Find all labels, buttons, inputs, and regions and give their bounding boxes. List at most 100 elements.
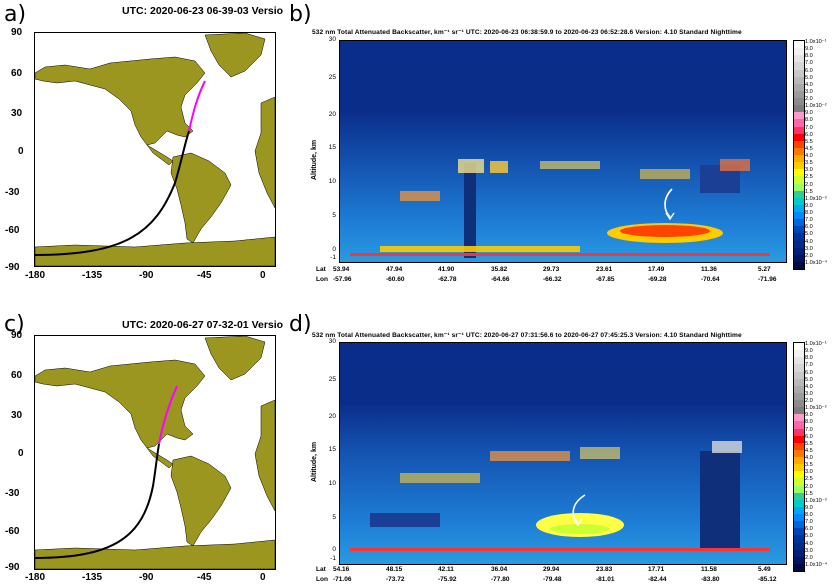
panel-letter-d: d) xyxy=(289,312,312,337)
colorbar-swatch xyxy=(794,514,804,522)
colorbar-label: 2.5 xyxy=(805,476,813,483)
colorbar-swatch xyxy=(794,219,804,227)
curtain-d-lon: -82.44 xyxy=(648,576,667,583)
colorbar-swatch xyxy=(794,350,804,358)
colorbar-swatch xyxy=(794,371,804,379)
colorbar-label: 4.0 xyxy=(805,153,813,159)
colorbar-swatch xyxy=(794,364,804,372)
colorbar-swatch xyxy=(794,478,804,486)
colorbar-label: 3.0 xyxy=(805,245,813,252)
colorbar-swatch xyxy=(794,385,804,393)
europe-africa-landmass xyxy=(254,96,275,209)
greenland-landmass xyxy=(204,33,266,78)
colorbar-swatch xyxy=(794,261,804,269)
curtain-b-ytick: 10 xyxy=(328,178,336,185)
colorbar-swatch xyxy=(794,378,804,386)
colorbar-label: 4.5 xyxy=(805,447,813,454)
curtain-title-b: 532 nm Total Attenuated Backscatter, km⁻… xyxy=(312,29,742,36)
north-america-landmass xyxy=(35,359,206,449)
colorbar-label: 3.0 xyxy=(805,469,813,476)
colorbar-label: 4.5 xyxy=(805,145,813,152)
colorbar-b xyxy=(793,40,805,270)
curtain-d-lon: -77.80 xyxy=(491,576,510,583)
map-c-xtick-0: 0 xyxy=(260,572,266,583)
colorbar-swatch xyxy=(794,414,804,422)
map-c-ytick-0: 0 xyxy=(18,448,24,459)
curtain-b-lat: 5.27 xyxy=(758,266,771,273)
colorbar-label: 5.0 xyxy=(805,533,813,540)
colorbar-swatch xyxy=(794,169,804,177)
colorbar-label: 2.0 xyxy=(805,483,813,490)
colorbar-swatch xyxy=(794,464,804,472)
colorbar-swatch xyxy=(794,126,804,134)
colorbar-label: 6.0 xyxy=(805,131,813,138)
north-america-landmass xyxy=(35,56,206,146)
map-title-c: UTC: 2020-06-27 07-32-01 Versio xyxy=(122,319,284,331)
curtain-b-lon: -69.28 xyxy=(648,276,667,283)
map-a-ytick-30: 30 xyxy=(11,108,23,119)
colorbar-swatch xyxy=(794,499,804,507)
map-title-a: UTC: 2020-06-23 06-39-03 Versio xyxy=(122,5,284,17)
curtain-d-ytick: 10 xyxy=(328,480,336,487)
colorbar-label: 4.0 xyxy=(805,540,813,547)
colorbar-label: 9.0 xyxy=(805,202,813,209)
colorbar-swatch xyxy=(794,133,804,141)
curtain-b-ytick: 15 xyxy=(328,144,336,151)
satellite-track-segment xyxy=(188,80,206,132)
curtain-b-lon: -62.78 xyxy=(438,276,457,283)
map-a-xtick-m135: -135 xyxy=(82,270,103,281)
south-america-landmass xyxy=(170,152,232,244)
colorbar-swatch xyxy=(794,41,804,49)
colorbar-label: 9.0 xyxy=(805,46,813,53)
curtain-b-lat: 17.49 xyxy=(648,266,665,273)
colorbar-label: 1.0x10⁻² xyxy=(805,405,827,412)
satellite-track-night xyxy=(35,130,190,256)
europe-africa-landmass xyxy=(254,399,275,512)
colorbar-swatch xyxy=(794,212,804,220)
colorbar-label: 9.0 xyxy=(805,504,813,511)
map-c-ytick-60: 60 xyxy=(11,370,23,381)
colorbar-swatch xyxy=(794,55,804,63)
colorbar-label: 2.0 xyxy=(805,96,813,102)
colorbar-swatch xyxy=(794,197,804,205)
colorbar-swatch xyxy=(794,556,804,564)
colorbar-swatch xyxy=(794,190,804,198)
colorbar-label: 6.0 xyxy=(805,224,813,231)
map-a-ytick-0: 0 xyxy=(18,146,24,157)
satellite-track-segment xyxy=(158,385,178,445)
colorbar-label: 3.5 xyxy=(805,160,813,167)
arrow-annotation xyxy=(572,494,586,524)
colorbar-label: 3.5 xyxy=(805,462,813,469)
map-c-xtick-m45: -45 xyxy=(197,572,212,583)
curtain-d-lon: -85.12 xyxy=(758,576,777,583)
curtain-d-ylabel: Altitude, km xyxy=(311,441,318,482)
colorbar-swatch xyxy=(794,48,804,56)
colorbar-swatch xyxy=(794,105,804,113)
colorbar-label: 2.0 xyxy=(805,398,813,404)
curtain-b-lat: 47.94 xyxy=(386,266,403,273)
colorbar-label: 1.5 xyxy=(805,490,813,497)
colorbar-swatch xyxy=(794,247,804,255)
colorbar-swatch xyxy=(794,69,804,77)
curtain-b-lon: -64.66 xyxy=(491,276,510,283)
colorbar-label: 2.0 xyxy=(805,181,813,188)
colorbar-swatch xyxy=(794,528,804,536)
curtain-b-ytick: 25 xyxy=(328,74,336,81)
curtain-b-lat-label: Lat xyxy=(316,266,326,273)
colorbar-label: 8.0 xyxy=(805,117,813,124)
colorbar-swatch xyxy=(794,155,804,163)
satellite-track-night xyxy=(35,443,160,559)
colorbar-label: 8.0 xyxy=(805,419,813,426)
colorbar-swatch xyxy=(794,240,804,248)
colorbar-b-swatches xyxy=(794,41,804,269)
colorbar-swatch xyxy=(794,254,804,262)
arrow-annotation xyxy=(664,188,673,218)
antarctica-landmass xyxy=(35,236,275,266)
map-c-ytick-30: 30 xyxy=(11,410,23,421)
curtain-d-lon: -75.92 xyxy=(438,576,457,583)
colorbar-label: 2.5 xyxy=(805,174,813,181)
antarctica-landmass xyxy=(35,539,275,569)
curtain-d-ytick: 25 xyxy=(328,376,336,383)
curtain-b-lon: -70.64 xyxy=(701,276,720,283)
curtain-b-lat: 35.82 xyxy=(491,266,508,273)
